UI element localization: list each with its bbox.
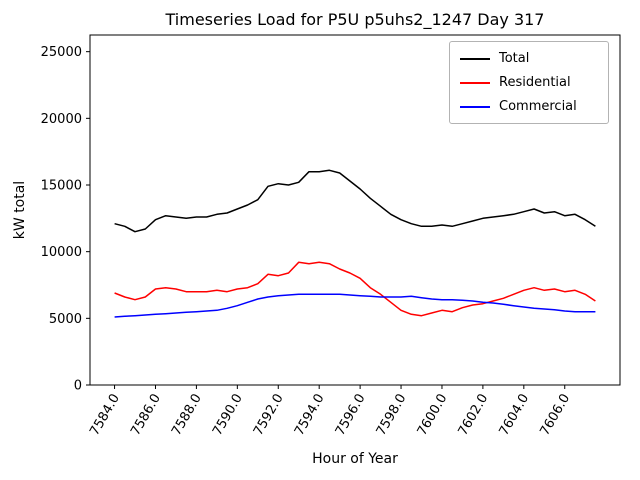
x-tick-label: 7596.0: [333, 392, 369, 439]
y-tick-label: 20000: [41, 112, 82, 127]
x-tick-label: 7592.0: [251, 392, 287, 439]
x-tick-label: 7606.0: [537, 392, 573, 439]
series-line-commercial: [114, 293, 596, 318]
y-tick-label: 5000: [49, 312, 82, 327]
legend-label: Commercial: [499, 99, 577, 114]
x-tick-label: 7598.0: [374, 392, 410, 439]
x-axis-label: Hour of Year: [312, 451, 398, 467]
legend-line-sample-total: [460, 57, 490, 60]
chart-title: Timeseries Load for P5U p5uhs2_1247 Day …: [165, 10, 545, 29]
legend-label: Total: [499, 51, 530, 66]
y-tick-label: 15000: [41, 179, 82, 194]
series-line-residential: [114, 261, 596, 317]
legend: Total Residential Commercial: [449, 41, 609, 124]
plot-frame: [89, 34, 621, 386]
x-tick-label: 7600.0: [415, 392, 451, 439]
legend-item: Residential: [460, 75, 598, 90]
x-tick-label: 7586.0: [128, 392, 164, 439]
legend-label: Residential: [499, 75, 571, 90]
x-tick-label: 7588.0: [169, 392, 205, 439]
y-tick-label: 10000: [41, 245, 82, 260]
x-tick-label: 7604.0: [497, 392, 533, 439]
y-axis-label: kW total: [12, 180, 28, 240]
x-tick-label: 7602.0: [456, 392, 492, 439]
legend-line-sample-residential: [460, 81, 490, 84]
legend-item: Commercial: [460, 99, 598, 114]
y-tick-label: 25000: [41, 45, 82, 60]
x-tick-label: 7590.0: [210, 392, 246, 439]
x-tick-label: 7584.0: [87, 392, 123, 439]
y-tick-label: 0: [74, 379, 82, 394]
series-line-total: [114, 169, 596, 233]
legend-item: Total: [460, 51, 598, 66]
x-tick-label: 7594.0: [292, 392, 328, 439]
legend-line-sample-commercial: [460, 105, 490, 108]
